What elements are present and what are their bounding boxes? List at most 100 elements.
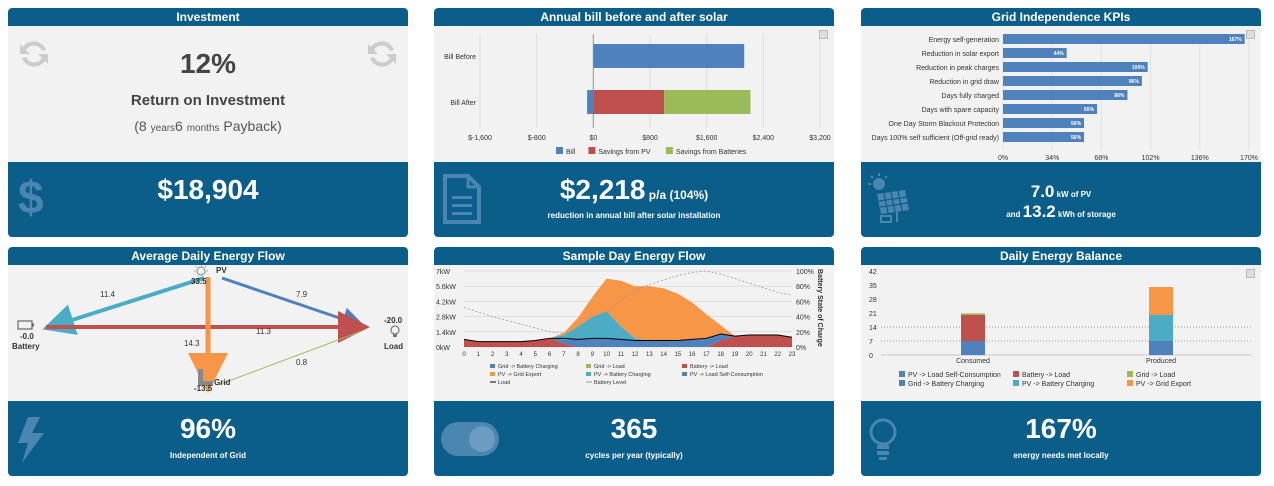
flow-pv-battery — [42, 276, 205, 335]
pv-kw-unit: kW of PV — [1054, 190, 1092, 199]
kpi-line1: 7.0 kW of PV — [861, 182, 1261, 202]
y-tick-label: 14 — [869, 325, 877, 332]
investment-body: 12% Return on Investment (8 years6 month… — [8, 26, 408, 162]
lightning-icon — [18, 417, 44, 463]
payback-open: (8 — [134, 118, 151, 134]
y-tick-right: 20% — [796, 330, 810, 337]
y-tick-left: 4.2kW — [436, 299, 456, 306]
x-tick-label: $1,600 — [696, 135, 718, 142]
x-tick-label: 170% — [1240, 155, 1258, 162]
legend-swatch — [490, 372, 495, 376]
x-tick-label: 3 — [505, 352, 509, 358]
energy-flow-diagram: 11.4 7.9 14.3 11.3 0.8 PV 33.5 -0.0 Batt… — [8, 264, 408, 401]
kpi-category: Reduction in solar export — [922, 51, 999, 58]
chart-menu-icon[interactable] — [819, 30, 828, 39]
annual-bill-title: Annual bill before and after solar — [434, 8, 834, 26]
x-tick-label: $800 — [642, 135, 658, 142]
category-label: Bill After — [450, 100, 476, 107]
chart-menu-icon[interactable] — [1246, 30, 1255, 39]
area-pv-battery — [464, 311, 792, 342]
flow-grid-load — [217, 330, 363, 386]
legend-swatch — [899, 371, 905, 377]
node-label-grid: Grid — [214, 378, 231, 387]
legend-label: Grid -> Battery Charging — [498, 364, 558, 370]
kpi-value-label: 167% — [1229, 37, 1242, 43]
kpi-category: Energy self-generation — [929, 37, 1000, 44]
kpi-bar — [1003, 34, 1245, 44]
grid-tower-icon — [198, 369, 213, 386]
legend-swatch — [588, 147, 596, 154]
bar-bill — [593, 44, 745, 68]
kpi-category: Days fully charged — [941, 93, 999, 100]
legend-label: PV -> Battery Charging — [594, 372, 651, 378]
legend-swatch — [490, 364, 495, 368]
pv-kw-value: 7.0 — [1030, 182, 1055, 201]
x-tick-label: Consumed — [956, 358, 990, 365]
x-tick-label: 8 — [576, 352, 580, 358]
edge-label-grid-load: 0.8 — [296, 358, 308, 367]
chart-menu-icon[interactable] — [1246, 269, 1255, 278]
dollar-icon: $ — [18, 171, 44, 223]
node-label-pv: PV — [216, 266, 227, 275]
payback-period: (8 years6 months Payback) — [8, 118, 408, 134]
lightbulb-icon — [869, 418, 897, 460]
kpi-bar — [1003, 104, 1098, 114]
x-tick-label: $-800 — [528, 135, 546, 142]
annual-bill-chart: $-1,600 $-800 $0 $800 $1,600 $2,400 $3,200 Bill… — [434, 26, 834, 162]
x-tick-label: $3,200 — [809, 135, 831, 142]
kpi-category: Reduction in grid draw — [929, 79, 1000, 86]
energy-flow-card: Average Daily Energy Flow 11.4 7.9 14.3 … — [8, 247, 408, 476]
legend-label: Grid -> Load — [1136, 372, 1175, 379]
legend-swatch — [556, 147, 563, 154]
annual-bill-value: $2,218 — [559, 174, 646, 205]
energy-needs-caption: energy needs met locally — [1013, 451, 1109, 460]
y-tick-label: 42 — [869, 269, 877, 276]
line-load — [463, 333, 793, 343]
balance-bar-segment — [1149, 315, 1173, 341]
legend-swatch — [665, 147, 673, 154]
legend-swatch — [586, 372, 591, 376]
bar-savings-from-pv — [593, 90, 665, 114]
refresh-icon[interactable] — [16, 36, 52, 72]
bar-bill — [587, 90, 594, 114]
x-tick-label: 2 — [491, 352, 495, 358]
legend-label: PV -> Grid Export — [1136, 381, 1191, 388]
investment-card: Investment 12% Return on Investment (8 y… — [8, 8, 408, 237]
node-value-pv: 33.5 — [191, 277, 207, 286]
cycles-caption: cycles per year (typically) — [585, 451, 683, 460]
investment-title: Investment — [8, 8, 408, 26]
payback-months-num: 6 — [175, 118, 187, 134]
area-pv-export — [464, 278, 792, 342]
node-value-load: -20.0 — [384, 316, 403, 325]
legend-label: PV -> Grid Export — [498, 372, 542, 378]
refresh-icon-right[interactable] — [364, 36, 400, 72]
x-tick-label: 0 — [462, 352, 466, 358]
investment-value: $18,904 — [157, 174, 259, 205]
legend-label: Load — [498, 380, 510, 386]
x-tick-label: 34% — [1045, 155, 1059, 162]
legend-swatch — [682, 372, 687, 376]
energy-flow-footer: 96% Independent of Grid — [8, 401, 408, 476]
legend-swatch — [1127, 371, 1133, 377]
legend-label: PV -> Load Self-Consumption — [908, 372, 1001, 379]
kpi-bar — [1003, 76, 1142, 86]
energy-needs-value: 167% — [1025, 413, 1097, 444]
energy-flow-svg: 11.4 7.9 14.3 11.3 0.8 PV 33.5 -0.0 Batt… — [12, 264, 403, 393]
kpi-value-label: 65% — [1084, 107, 1095, 113]
balance-chart: 42 35 28 21 14 7 0 Consumed Produced PV -> Load S… — [861, 265, 1261, 401]
x-tick-label: Produced — [1146, 358, 1176, 365]
sample-day-chart: 7kW 100% 5.6kW 80% 4.2kW 60% 2.8kW 40% 1.4kW 20% 0… — [434, 265, 834, 401]
legend-label: Bill — [566, 149, 576, 156]
x-tick-label: 20 — [746, 352, 753, 358]
y-tick-right: 60% — [796, 299, 810, 306]
x-tick-label: 102% — [1142, 155, 1160, 162]
kpi-value-label: 56% — [1071, 135, 1082, 141]
kpi-value-label: 86% — [1114, 93, 1125, 99]
x-tick-label: $0 — [589, 135, 597, 142]
y-tick-left: 1.4kW — [436, 330, 456, 337]
legend-label: Battery -> Load — [690, 364, 728, 370]
x-tick-label: 7 — [562, 352, 566, 358]
balance-bar-segment — [1149, 341, 1173, 355]
legend-label: PV -> Battery Charging — [1022, 381, 1094, 388]
x-tick-label: 6 — [548, 352, 552, 358]
